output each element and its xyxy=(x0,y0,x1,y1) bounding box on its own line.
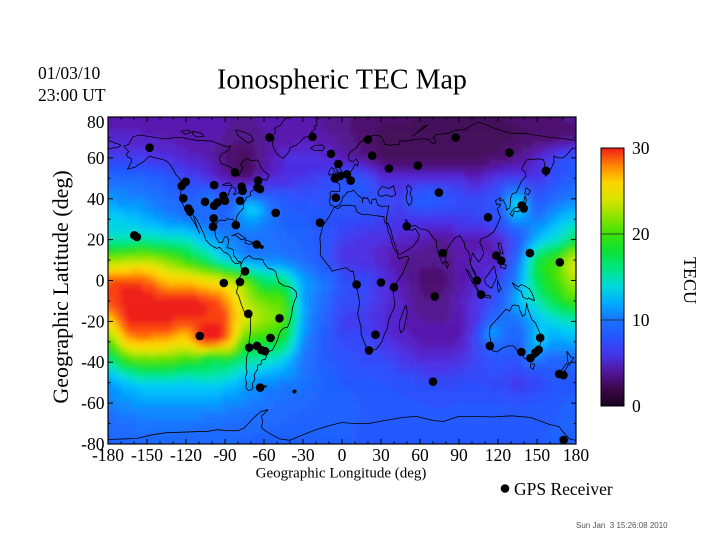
svg-text:180: 180 xyxy=(563,445,590,465)
svg-text:-180: -180 xyxy=(92,445,124,465)
svg-text:-90: -90 xyxy=(213,445,237,465)
svg-text:0: 0 xyxy=(632,396,641,416)
svg-text:60: 60 xyxy=(87,148,105,168)
svg-text:-20: -20 xyxy=(81,311,105,331)
svg-text:-120: -120 xyxy=(170,445,202,465)
svg-text:-30: -30 xyxy=(291,445,315,465)
svg-text:0: 0 xyxy=(96,271,105,291)
svg-text:150: 150 xyxy=(524,445,551,465)
svg-text:-80: -80 xyxy=(81,434,105,454)
svg-text:Sun Jan 3 15:26:08 2010: Sun Jan 3 15:26:08 2010 xyxy=(576,521,668,530)
svg-text:60: 60 xyxy=(411,445,429,465)
svg-text:20: 20 xyxy=(87,230,105,250)
svg-text:-60: -60 xyxy=(81,393,105,413)
svg-text:Geographic Latitude (deg): Geographic Latitude (deg) xyxy=(48,170,73,403)
svg-text:Geographic Longitude (deg): Geographic Longitude (deg) xyxy=(256,466,427,482)
svg-text:80: 80 xyxy=(87,112,105,132)
svg-text:-40: -40 xyxy=(81,352,105,372)
svg-text:-150: -150 xyxy=(131,445,163,465)
svg-text:23:00 UT: 23:00 UT xyxy=(38,85,106,105)
svg-text:10: 10 xyxy=(632,310,650,330)
svg-text:30: 30 xyxy=(632,138,650,158)
svg-text:20: 20 xyxy=(632,224,650,244)
svg-text:Ionospheric TEC Map: Ionospheric TEC Map xyxy=(217,65,467,96)
svg-text:TECU: TECU xyxy=(680,257,700,304)
svg-text:120: 120 xyxy=(485,445,512,465)
svg-text:0: 0 xyxy=(338,445,347,465)
svg-text:01/03/10: 01/03/10 xyxy=(38,63,100,83)
svg-text:-60: -60 xyxy=(252,445,276,465)
svg-text:90: 90 xyxy=(450,445,468,465)
svg-text:40: 40 xyxy=(87,189,105,209)
svg-text:GPS Receiver: GPS Receiver xyxy=(514,479,613,499)
svg-text:30: 30 xyxy=(372,445,390,465)
